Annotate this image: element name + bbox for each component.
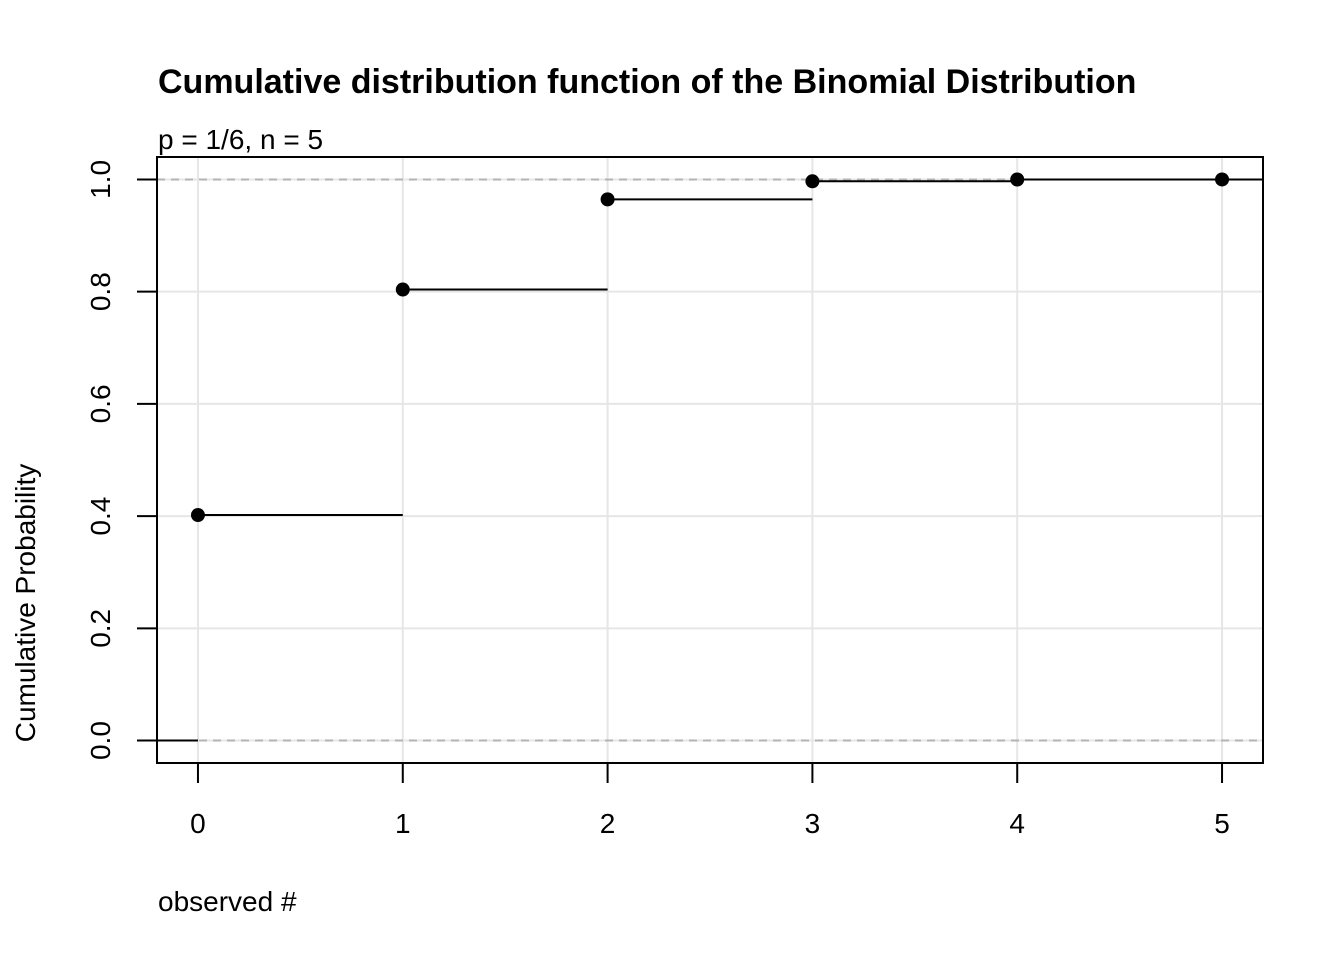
data-point <box>600 192 615 207</box>
x-tick-label: 4 <box>1009 808 1025 839</box>
chart-subtitle: p = 1/6, n = 5 <box>158 124 323 155</box>
x-tick-label: 5 <box>1214 808 1230 839</box>
x-tick-label: 1 <box>395 808 411 839</box>
x-tick-label: 0 <box>190 808 206 839</box>
grid-lines <box>157 157 1263 763</box>
y-axis: 0.0 0.2 0.4 0.6 0.8 1.0 <box>85 160 157 760</box>
data-point <box>190 508 205 523</box>
reference-lines <box>157 178 1263 742</box>
step-segments <box>157 178 1263 742</box>
data-point <box>1215 172 1230 187</box>
data-point <box>395 282 410 297</box>
y-tick-label: 0.8 <box>85 272 116 311</box>
y-tick-label: 0.6 <box>85 384 116 423</box>
plot-frame <box>156 156 1264 764</box>
y-axis-label: Cumulative Probability <box>10 464 41 743</box>
x-tick-label: 2 <box>600 808 616 839</box>
data-point <box>805 174 820 189</box>
x-axis-label: observed # <box>158 886 297 917</box>
y-tick-label: 0.0 <box>85 721 116 760</box>
x-tick-label: 3 <box>805 808 821 839</box>
data-points <box>190 172 1230 523</box>
data-point <box>1010 172 1025 187</box>
y-tick-label: 0.4 <box>85 497 116 536</box>
y-tick-label: 1.0 <box>85 160 116 199</box>
chart-title: Cumulative distribution function of the … <box>158 63 1136 101</box>
y-tick-label: 0.2 <box>85 609 116 648</box>
x-axis: 0 1 2 3 4 5 <box>190 763 1230 839</box>
